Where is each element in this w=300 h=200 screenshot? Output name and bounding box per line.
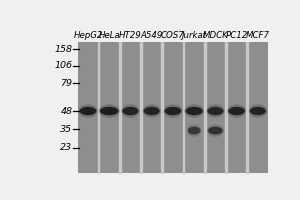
Ellipse shape (227, 104, 246, 118)
Ellipse shape (207, 124, 224, 137)
Ellipse shape (250, 107, 266, 115)
Ellipse shape (121, 104, 140, 118)
Bar (121, 42, 140, 173)
Ellipse shape (100, 107, 118, 115)
Ellipse shape (122, 107, 139, 115)
Ellipse shape (184, 104, 204, 118)
Ellipse shape (249, 104, 267, 118)
Bar (248, 42, 268, 173)
Bar (206, 42, 225, 173)
Ellipse shape (144, 107, 160, 115)
Text: 35: 35 (60, 125, 72, 134)
Ellipse shape (98, 104, 120, 118)
Bar (142, 42, 161, 173)
Ellipse shape (80, 107, 96, 115)
Text: COS7: COS7 (161, 31, 185, 40)
Text: MCF7: MCF7 (246, 31, 270, 40)
Ellipse shape (208, 127, 223, 134)
Bar (184, 42, 204, 173)
Ellipse shape (165, 107, 181, 115)
Ellipse shape (187, 124, 202, 137)
Text: HeLa: HeLa (98, 31, 120, 40)
Bar (78, 42, 98, 173)
Text: 106: 106 (54, 61, 72, 70)
Text: 23: 23 (60, 143, 72, 152)
Ellipse shape (142, 104, 161, 118)
Bar (99, 42, 119, 173)
Ellipse shape (185, 107, 203, 115)
Text: HepG2: HepG2 (73, 31, 103, 40)
Ellipse shape (207, 107, 224, 115)
Text: 79: 79 (60, 79, 72, 88)
Bar (227, 42, 246, 173)
Text: Jurkat: Jurkat (182, 31, 207, 40)
Text: HT29: HT29 (119, 31, 142, 40)
Text: 48: 48 (60, 107, 72, 116)
Text: MDCK: MDCK (202, 31, 228, 40)
Ellipse shape (206, 104, 225, 118)
Ellipse shape (78, 104, 98, 118)
Text: A549: A549 (140, 31, 163, 40)
Text: PC12: PC12 (226, 31, 248, 40)
Ellipse shape (228, 107, 245, 115)
Ellipse shape (188, 127, 200, 134)
Bar (163, 42, 183, 173)
Ellipse shape (163, 104, 182, 118)
Text: 158: 158 (54, 45, 72, 54)
